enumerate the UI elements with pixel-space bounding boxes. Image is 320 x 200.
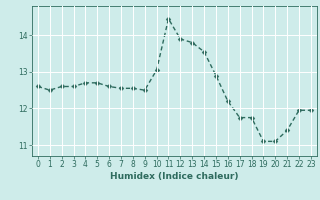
X-axis label: Humidex (Indice chaleur): Humidex (Indice chaleur) (110, 172, 239, 181)
